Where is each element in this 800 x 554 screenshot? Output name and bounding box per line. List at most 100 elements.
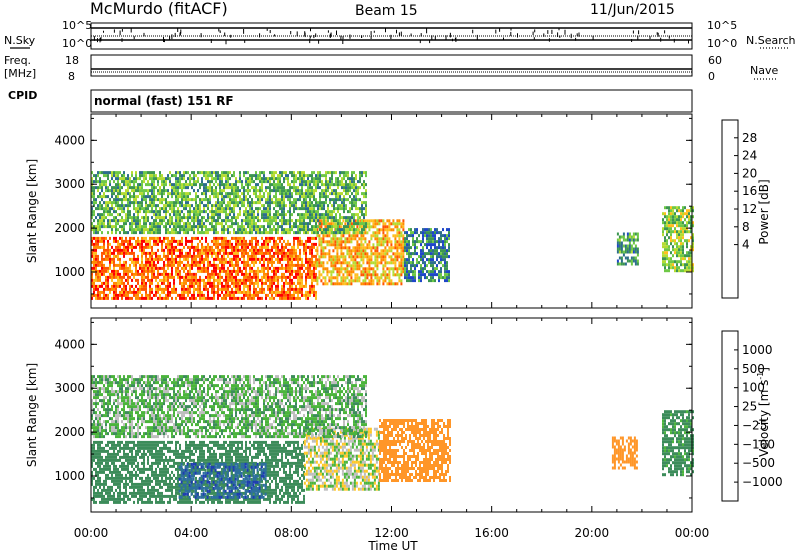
data-cell [125,263,127,267]
data-cell [365,189,367,193]
data-cell [211,275,213,279]
data-cell [223,284,225,288]
data-cell [335,177,337,181]
data-cell [181,239,183,243]
data-cell [319,186,321,190]
data-cell [289,189,291,193]
data-cell [277,216,279,220]
data-cell [241,228,243,232]
data-cell [442,240,444,244]
data-cell [241,231,243,235]
data-cell [197,210,199,214]
data-cell [322,252,325,256]
data-cell [307,266,309,270]
data-cell [442,276,444,280]
data-cell [167,192,169,196]
data-cell [263,219,265,223]
data-cell [189,177,191,181]
data-cell [181,228,183,232]
data-cell [185,183,187,187]
data-cell [289,284,291,288]
data-cell [347,219,349,223]
data-cell [358,279,361,283]
data-cell [199,248,201,252]
data-cell [161,272,163,276]
data-cell [135,290,137,294]
data-cell [167,287,169,291]
data-cell [406,240,408,244]
data-cell [311,192,313,196]
data-cell [297,269,299,273]
data-cell [159,254,161,258]
data-cell [313,290,315,294]
data-cell [101,198,103,202]
data-cell [350,264,353,268]
data-cell [175,290,177,294]
data-cell [287,222,289,226]
data-cell [235,231,237,235]
data-cell [303,171,305,175]
data-cell [207,257,209,261]
data-cell [143,263,145,267]
data-cell [193,225,195,229]
data-cell [325,177,327,181]
data-cell [223,207,225,211]
data-cell [189,210,191,214]
data-cell [201,242,203,246]
data-cell [231,269,233,273]
data-cell [315,228,317,232]
data-cell [446,273,448,277]
data-cell [323,204,325,208]
data-cell [341,222,343,226]
data-cell [311,287,313,291]
data-cell [388,282,391,286]
data-cell [173,287,175,291]
data-cell [251,210,253,214]
data-cell [123,275,125,279]
data-cell [271,254,273,258]
data-cell [149,284,151,288]
data-cell [221,231,223,235]
data-cell [159,231,161,235]
data-cell [153,177,155,181]
data-cell [400,273,403,277]
data-cell [193,293,195,297]
data-cell [261,281,263,285]
data-cell [139,186,141,190]
data-cell [189,287,191,291]
data-cell [396,219,399,223]
data-cell [183,254,185,258]
data-cell [201,245,203,249]
data-cell [283,272,285,276]
data-cell [247,284,249,288]
data-cell [231,248,233,252]
data-cell [185,296,187,300]
data-cell [151,195,153,199]
data-cell [318,258,321,262]
data-cell [191,281,193,285]
data-cell [123,245,125,249]
data-cell [201,290,203,294]
data-cell [337,192,339,196]
data-cell [161,287,163,291]
data-cell [187,254,189,258]
data-cell [243,248,245,252]
data-cell [340,264,343,268]
data-cell [271,198,273,202]
data-cell [181,296,183,300]
data-cell [309,222,311,226]
data-cell [111,195,113,199]
data-cell [320,246,323,250]
data-cell [127,198,129,202]
data-cell [626,247,629,251]
data-cell [281,225,283,229]
data-cell [346,270,349,274]
data-cell [165,189,167,193]
data-cell [107,269,109,273]
data-cell [219,248,221,252]
data-cell [267,207,269,211]
data-cell [261,171,263,175]
data-cell [362,279,365,283]
data-cell [339,216,341,220]
data-cell [434,228,436,232]
